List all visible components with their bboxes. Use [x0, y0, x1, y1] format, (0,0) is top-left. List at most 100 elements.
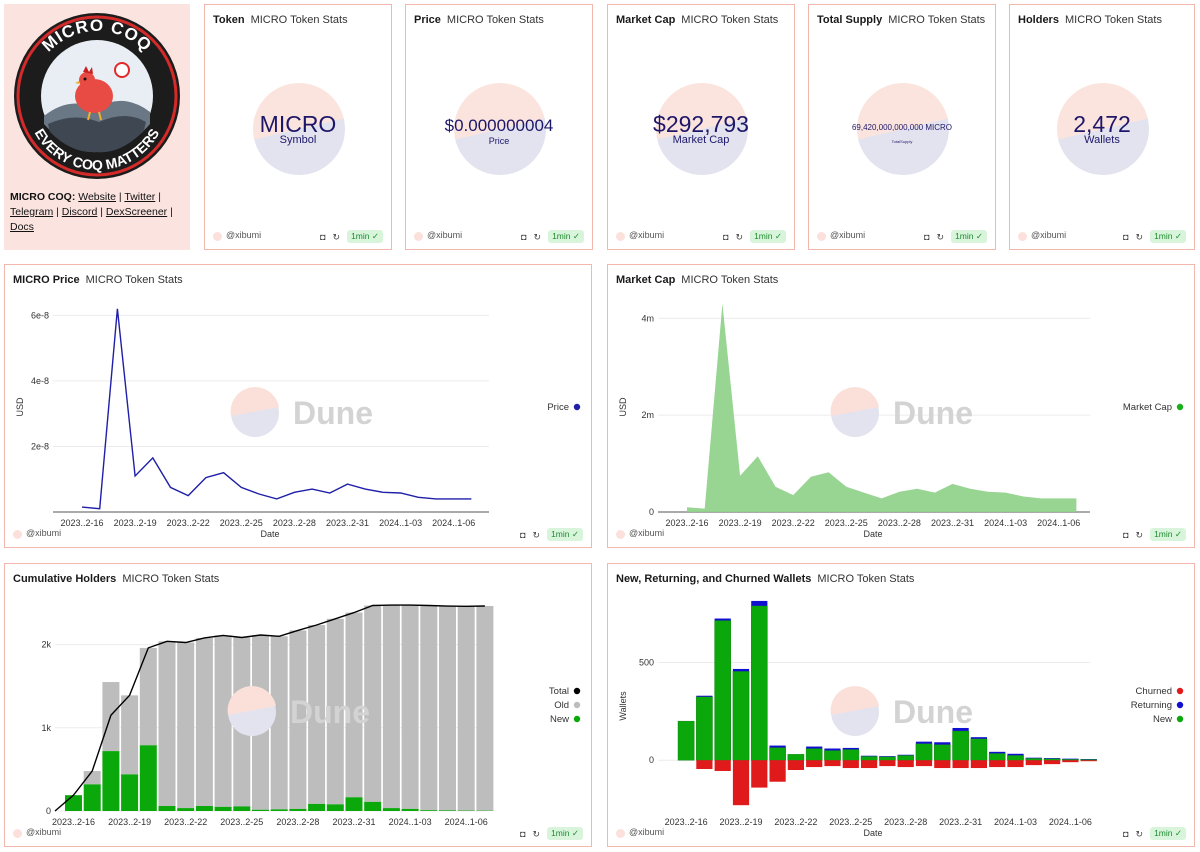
new-holders-bar — [326, 804, 344, 811]
refresh-badge: 1min ✓ — [750, 230, 786, 243]
x-tick-label: 2024..1-03 — [984, 518, 1027, 528]
price-chart: 2e-8 4e-8 6e-8 Dune 2023..2-16 2023..2-19 2023… — [15, 308, 581, 539]
old-holders-bar — [457, 606, 475, 811]
panel-footer: @xibumi ◘ ↻ 1min ✓ — [414, 230, 584, 243]
refresh-icon[interactable]: ↻ — [936, 231, 945, 242]
new-wallets-bar — [952, 730, 969, 761]
panel-title[interactable]: Market Cap — [616, 274, 676, 286]
holders-chart-panel: Cumulative Holders MICRO Token Stats 0 1k 2… — [4, 563, 592, 847]
camera-icon[interactable]: ◘ — [521, 231, 527, 242]
old-holders-bar — [345, 612, 363, 798]
panel-title[interactable]: Total Supply — [817, 14, 883, 26]
avatar — [13, 829, 22, 838]
new-wallets-bar — [879, 756, 896, 761]
project-links: MICRO COQ: Website | Twitter | Telegram … — [10, 191, 173, 233]
returning-wallets-bar — [806, 746, 823, 749]
churned-wallets-bar — [696, 760, 713, 770]
camera-icon[interactable]: ◘ — [320, 231, 326, 242]
x-tick-label: 2023..2-19 — [719, 518, 762, 528]
panel-title[interactable]: New, Returning, and Churned Wallets — [616, 573, 812, 585]
churned-wallets-bar — [714, 760, 731, 771]
camera-icon[interactable]: ◘ — [520, 828, 526, 839]
refresh-icon[interactable]: ↻ — [1135, 529, 1144, 540]
new-wallets-bar — [1080, 759, 1098, 761]
camera-icon[interactable]: ◘ — [1123, 529, 1129, 540]
refresh-icon[interactable]: ↻ — [735, 231, 744, 242]
new-wallets-bar — [750, 605, 768, 761]
new-holders-bar — [233, 806, 251, 811]
panel-title[interactable]: Token — [213, 14, 245, 26]
wallets-chart: 0 500 Dune 2023..2-16 2023..2-19 2023..2-22 20… — [618, 600, 1184, 838]
author-link[interactable]: @xibumi — [629, 230, 665, 240]
panel-title[interactable]: MICRO Price — [13, 274, 80, 286]
churned-wallets-bar — [989, 760, 1006, 768]
dexscreener-link[interactable]: DexScreener — [105, 206, 168, 218]
camera-icon[interactable]: ◘ — [723, 231, 729, 242]
refresh-badge: 1min ✓ — [951, 230, 987, 243]
new-holders-bar — [65, 795, 82, 811]
y-tick-label: 2m — [641, 410, 654, 420]
refresh-icon[interactable]: ↻ — [532, 529, 541, 540]
x-tick-label: 2023..2-28 — [276, 817, 319, 827]
new-wallets-bar — [1025, 758, 1043, 761]
website-link[interactable]: Website — [78, 191, 116, 203]
panel-footer: @xibumi ◘ ↻ 1min ✓ — [616, 230, 786, 243]
y-tick-label: 6e-8 — [31, 310, 49, 320]
old-holders-bar — [195, 637, 213, 807]
avatar — [817, 232, 826, 241]
author-link[interactable]: @xibumi — [629, 827, 665, 837]
old-holders-bar — [83, 771, 101, 785]
x-tick-label: 2023..2-28 — [884, 817, 927, 827]
camera-icon[interactable]: ◘ — [924, 231, 930, 242]
author-link[interactable]: @xibumi — [427, 230, 463, 240]
docs-link[interactable]: Docs — [10, 221, 34, 233]
x-tick-label: 2023..2-25 — [829, 817, 872, 827]
x-tick-label: 2024..1-06 — [445, 817, 488, 827]
watermark-text: Dune — [290, 694, 370, 730]
panel-title[interactable]: Price — [414, 14, 441, 26]
refresh-icon[interactable]: ↻ — [1135, 231, 1144, 242]
y-tick-label: 4m — [641, 313, 654, 323]
camera-icon[interactable]: ◘ — [1123, 828, 1129, 839]
author-link[interactable]: @xibumi — [226, 230, 262, 240]
twitter-link[interactable]: Twitter — [124, 191, 156, 203]
camera-icon[interactable]: ◘ — [1123, 231, 1129, 242]
panel-title[interactable]: Cumulative Holders — [13, 573, 117, 585]
author-link[interactable]: @xibumi — [1031, 230, 1067, 240]
new-holders-bar — [401, 808, 419, 811]
telegram-link[interactable]: Telegram — [10, 206, 54, 218]
new-holders-bar — [102, 751, 120, 811]
churned-wallets-bar — [1007, 760, 1024, 768]
panel-subtitle: MICRO Token Stats — [446, 14, 544, 26]
panel-subtitle: MICRO Token Stats — [85, 274, 183, 286]
old-holders-bar — [214, 635, 232, 807]
author-link[interactable]: @xibumi — [26, 528, 62, 538]
new-wallets-bar — [897, 755, 915, 761]
refresh-icon[interactable]: ↻ — [332, 231, 341, 242]
x-tick-label: 2023..2-25 — [220, 518, 263, 528]
legend-label: New — [550, 714, 569, 725]
new-wallets-bar — [915, 743, 933, 761]
counter-backdrop-logo — [656, 83, 748, 175]
panel-title[interactable]: Holders — [1018, 14, 1059, 26]
legend-swatch — [573, 403, 581, 411]
author-link[interactable]: @xibumi — [26, 827, 62, 837]
x-tick-label: 2023..2-31 — [332, 817, 375, 827]
churned-wallets-bar — [1025, 760, 1042, 766]
author-link[interactable]: @xibumi — [629, 528, 665, 538]
churned-wallets-bar — [842, 760, 859, 769]
discord-link[interactable]: Discord — [61, 206, 98, 218]
refresh-icon[interactable]: ↻ — [533, 231, 542, 242]
legend-swatch — [573, 715, 581, 723]
panel-title[interactable]: Market Cap — [616, 14, 676, 26]
x-tick-label: 2023..2-28 — [878, 518, 921, 528]
counter-backdrop-logo — [1057, 83, 1149, 175]
x-tick-label: 2023..2-25 — [220, 817, 263, 827]
y-tick-label: 0 — [649, 507, 654, 517]
refresh-icon[interactable]: ↻ — [1135, 828, 1144, 839]
author-link[interactable]: @xibumi — [830, 230, 866, 240]
refresh-icon[interactable]: ↻ — [532, 828, 541, 839]
panel-footer: @xibumi ◘ ↻ 1min ✓ — [13, 528, 583, 541]
new-holders-bar — [83, 784, 101, 811]
camera-icon[interactable]: ◘ — [520, 529, 526, 540]
